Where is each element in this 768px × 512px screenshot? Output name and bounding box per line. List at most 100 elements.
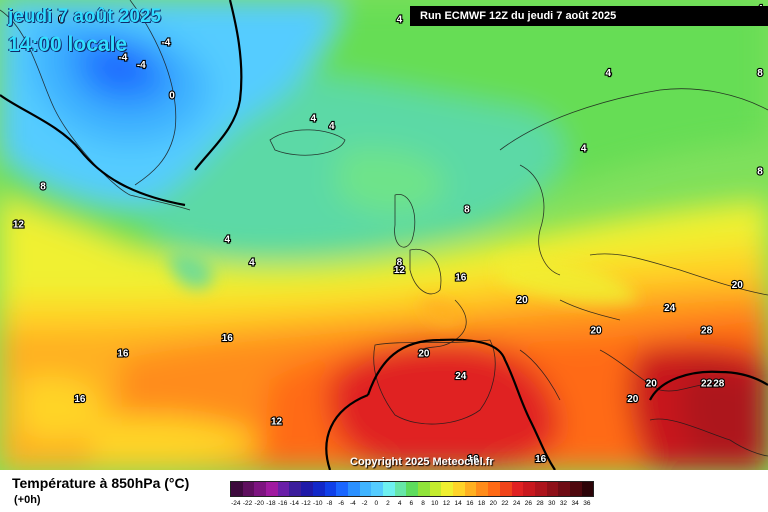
color-scale-tick: 14 [454,500,462,507]
color-scale-swatch [464,482,477,496]
color-scale-tick: 30 [548,500,556,507]
isotherm-label: 20 [517,295,529,306]
color-scale-swatch [254,482,267,496]
color-scale-swatch [429,482,442,496]
color-scale-tick: 22 [501,500,509,507]
color-scale-tick: -20 [254,500,264,507]
color-scale-swatch [546,482,559,496]
color-scale-swatch [511,482,524,496]
isotherm-label: 0 [59,15,65,26]
color-scale-swatch [382,482,395,496]
isotherm-label: 20 [646,379,658,390]
color-scale-tick: 26 [524,500,532,507]
color-scale-swatch [558,482,570,496]
color-scale-swatch [394,482,407,496]
color-scale-swatch [289,482,302,496]
isotherm-label: 4 [225,235,231,246]
legend-subtitle: (+0h) [14,494,41,506]
isotherm-labels: 0-4-4-4044444488812448812161616161220242… [12,3,765,466]
temperature-field [0,0,768,470]
temperature-detail [170,254,640,327]
isotherm-label: 4 [249,257,255,268]
color-scale-tick: 20 [489,500,497,507]
isotherm-label: 20 [732,280,744,291]
isotherm-label: 0 [169,91,175,102]
color-scale-swatch [324,482,337,496]
color-scale-swatch [336,482,348,496]
color-scale-swatch [312,482,325,496]
color-scale-tick: 16 [466,500,474,507]
color-scale-tick: -24 [231,500,241,507]
isotherm-label: 4 [581,144,587,155]
coastlines [0,0,768,457]
color-scale-tick: -2 [361,500,368,507]
color-scale-swatch [569,482,582,496]
isotherm-label: 16 [117,348,129,359]
run-info-banner: Run ECMWF 12Z du jeudi 7 août 2025 [410,6,768,26]
isotherm-label: 8 [397,257,403,268]
color-scale-ticks: -24 -22 -20 -18 -16 -14 -12 -10 -8 -6 -4 -2 0 2 4 6 8 10 1… [230,500,700,510]
isotherm-label: 20 [590,326,602,337]
color-scale-swatch [371,482,383,496]
color-scale-tick: 18 [477,500,486,507]
isotherm-label: 16 [222,333,234,344]
isotherm-label: 12 [13,219,25,230]
isotherm-label: 16 [74,394,86,405]
legend: Température à 850hPa (°C) (+0h) -24 -22 -2… [0,470,768,512]
legend-title: Température à 850hPa (°C) [12,475,190,491]
isotherm-label: 8 [757,166,763,177]
color-scale-swatch [581,482,594,496]
color-scale-swatch [359,482,372,496]
isotherm-label: 12 [271,417,283,428]
color-scale-swatch [441,482,454,496]
isotherm-label: 8 [40,182,46,193]
color-scale-swatch [347,482,360,496]
isotherm-label: 4 [329,121,335,132]
color-scale-tick: -10 [313,500,323,507]
color-scale [230,481,595,497]
color-scale-tick: 28 [536,500,544,507]
valid-date: jeudi 7 août 2025 [8,6,162,27]
color-scale-tick: -16 [277,500,288,507]
isotherm-label: -4 [137,60,146,71]
color-scale-swatch [499,482,512,496]
color-scale-tick: 36 [583,500,591,507]
color-scale-tick: 32 [559,500,568,507]
valid-time: 14:00 locale [8,33,128,56]
color-scale-tick: -12 [301,500,311,507]
isotherm-label: 12 [394,265,406,276]
color-scale-tick: 34 [571,500,579,507]
color-scale-swatch [488,482,500,496]
color-scale-tick: -8 [326,500,333,507]
color-scale-swatch [231,482,243,496]
color-scale-tick: 8 [421,500,425,507]
color-scale-swatch [301,482,313,496]
isotherm-label: 24 [455,371,467,382]
color-scale-swatch [266,482,278,496]
temperature-850hpa-map: 0-4-4-4044444488812448812161616161220242… [0,0,768,470]
isotherm-label: -4 [118,53,127,64]
isotherm-label: 4 [311,113,317,124]
isotherm-label: 8 [757,68,763,79]
isotherm-label: 20 [627,394,639,405]
isotherm-label: 8 [464,204,470,215]
color-scale-tick: -4 [349,500,356,507]
color-scale-tick: 4 [397,500,402,507]
color-scale-tick: 6 [409,500,414,507]
color-scale-tick: 24 [513,500,521,507]
isotherm-lines [0,0,768,470]
color-scale-swatch [406,482,418,496]
isotherm-label: 28 [701,326,713,337]
color-scale-tick: -22 [242,500,253,507]
color-scale-tick: 12 [442,500,451,507]
color-scale-tick: -18 [266,500,276,507]
color-scale-swatch [453,482,465,496]
color-scale-swatch [242,482,255,496]
color-scale-swatch [476,482,489,496]
isotherm-label: 4 [397,15,403,26]
color-scale-swatch [534,482,547,496]
isotherm-label: -4 [161,38,170,49]
isotherm-label: 24 [664,303,676,314]
color-scale-tick: -14 [289,500,300,507]
